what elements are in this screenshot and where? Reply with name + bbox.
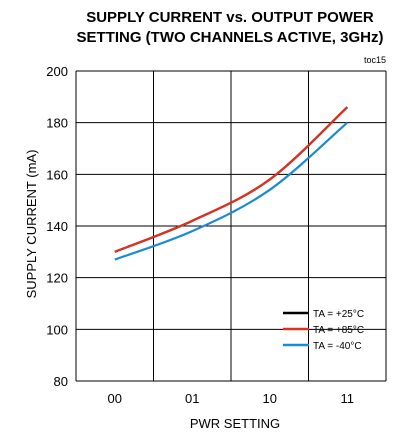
y-tick-label: 180: [46, 116, 68, 131]
chart-title-line-1: SUPPLY CURRENT vs. OUTPUT POWER: [86, 9, 374, 26]
chart-tag: toc15: [364, 55, 386, 65]
y-tick-label: 140: [46, 219, 68, 234]
y-tick-labels: 80 100 120 140 160 180 200: [46, 64, 68, 389]
series-lines: [114, 106, 349, 261]
x-tick-labels: 00 01 10 11: [108, 391, 354, 406]
legend-label: TA = -40°C: [313, 341, 362, 352]
legend-label: TA = +85°C: [313, 325, 364, 336]
series-line-2: [114, 121, 348, 261]
grid: [75, 70, 387, 382]
y-axis-label: SUPPLY CURRENT (mA): [24, 150, 39, 299]
y-tick-label: 160: [46, 167, 68, 182]
legend: TA = +25°C TA = +85°C TA = -40°C: [283, 309, 364, 352]
x-tick-label: 10: [263, 391, 277, 406]
y-tick-label: 200: [46, 64, 68, 79]
y-tick-label: 80: [54, 374, 68, 389]
chart-title-line-2: SETTING (TWO CHANNELS ACTIVE, 3GHz): [77, 29, 384, 46]
legend-label: TA = +25°C: [313, 309, 364, 320]
y-tick-label: 120: [46, 271, 68, 286]
y-tick-label: 100: [46, 322, 68, 337]
x-tick-label: 00: [108, 391, 122, 406]
x-tick-label: 01: [185, 391, 199, 406]
x-tick-label: 11: [341, 391, 355, 406]
x-axis-label: PWR SETTING: [190, 416, 280, 431]
series-line-1: [114, 106, 349, 253]
